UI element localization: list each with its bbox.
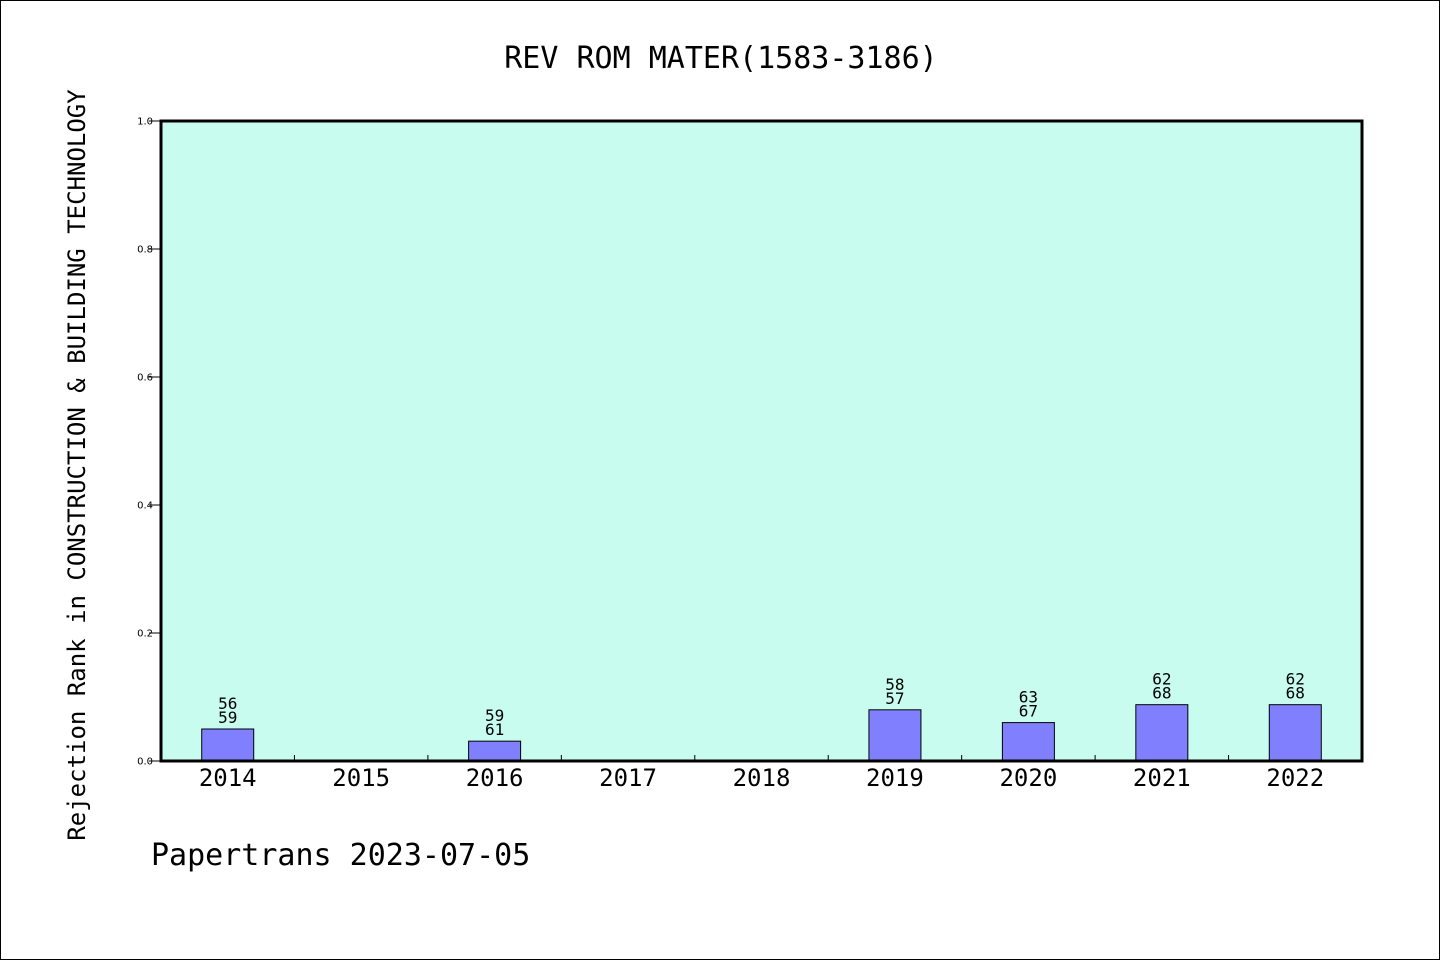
bar-label-top-2021: 62 [1152, 670, 1171, 689]
bar-label-top-2014: 56 [218, 694, 237, 713]
bar-label-top-2020: 63 [1019, 688, 1038, 707]
y-tick-label: 0.6 [137, 373, 153, 384]
y-tick-label: 0.0 [137, 757, 153, 768]
bar-label-bottom-2019: 57 [885, 689, 904, 708]
x-tick-label: 2016 [466, 764, 524, 792]
bar-label-top-2019: 58 [885, 675, 904, 694]
bar-label-bottom-2020: 67 [1019, 702, 1038, 721]
x-tick-label: 2014 [199, 764, 257, 792]
bar-2019 [868, 709, 922, 762]
y-tick-label: 0.4 [137, 501, 153, 512]
bar-label-bottom-2021: 68 [1152, 684, 1171, 703]
y-tick-label: 1.0 [137, 117, 153, 128]
bar-label-bottom-2014: 59 [218, 708, 237, 727]
ticks-layer: 0.0 0.2 0.4 0.6 0.8 1.0 2014 2015 2016 2017 2018 20… [137, 117, 1324, 793]
x-tick-label: 2017 [599, 764, 657, 792]
bar-label-bottom-2022: 68 [1286, 684, 1305, 703]
plot-area [161, 121, 1362, 761]
bar-label-top-2016: 59 [485, 706, 504, 725]
x-tick-label: 2021 [1133, 764, 1191, 792]
chart-title: REV ROM MATER(1583-3186) [504, 41, 937, 76]
y-tick-label: 0.2 [137, 629, 153, 640]
x-tick-label: 2018 [733, 764, 791, 792]
x-tick-label: 2019 [866, 764, 924, 792]
y-axis-label: Rejection Rank in CONSTRUCTION & BUILDIN… [63, 89, 91, 841]
x-tick-label: 2020 [999, 764, 1057, 792]
bar-2022 [1268, 704, 1322, 762]
bar-2014 [201, 728, 255, 762]
bar-2021 [1135, 704, 1189, 762]
bar-label-top-2022: 62 [1286, 670, 1305, 689]
x-tick-label: 2015 [332, 764, 390, 792]
y-tick-label: 0.8 [137, 245, 153, 256]
bar-2016 [468, 740, 522, 762]
bar-label-bottom-2016: 61 [485, 720, 504, 739]
x-tick-label: 2022 [1266, 764, 1324, 792]
bar-2020 [1001, 722, 1055, 762]
plot-border [159, 119, 1364, 763]
footer-text: Papertrans 2023-07-05 [151, 838, 530, 873]
